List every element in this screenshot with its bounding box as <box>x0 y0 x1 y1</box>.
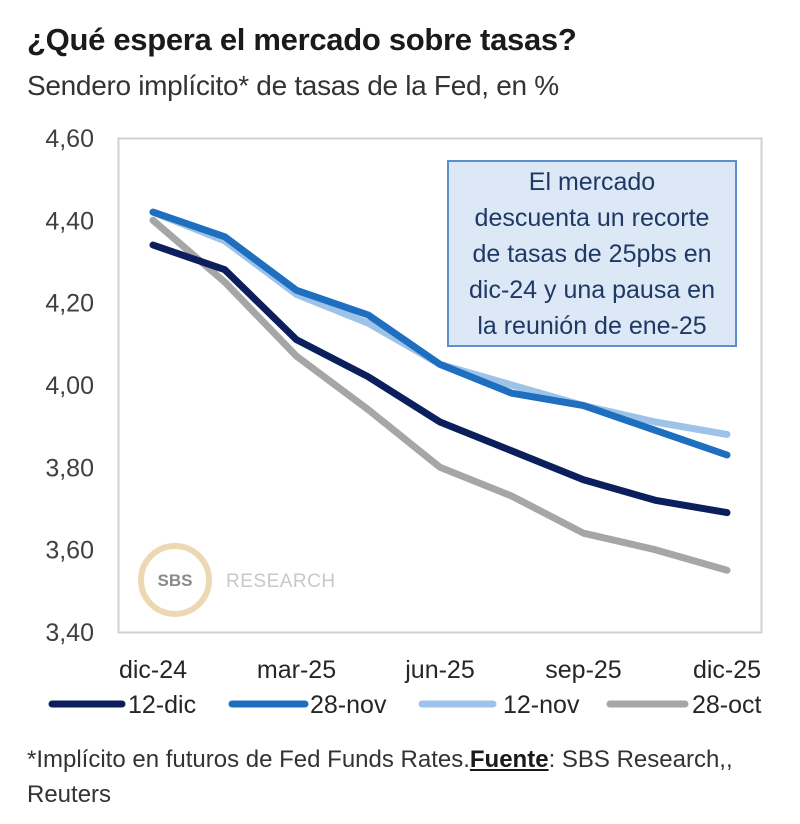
y-tick-label: 4,60 <box>45 125 94 153</box>
y-tick-label: 4,20 <box>45 290 94 318</box>
legend-label: 12-dic <box>128 691 196 719</box>
series-lines <box>149 208 731 574</box>
annotation-line: dic-24 y una pausa en <box>468 276 715 304</box>
annotation-line: El mercado <box>528 168 656 196</box>
chart-title: ¿Qué espera el mercado sobre tasas? <box>27 22 577 57</box>
watermark-ring-icon <box>138 543 212 617</box>
legend-item-12-nov: 12-nov <box>418 691 580 719</box>
x-axis: dic-24 mar-25 jun-25 sep-25 dic-25 <box>119 656 761 684</box>
watermark-text: RESEARCH <box>226 571 336 592</box>
x-tick-label: sep-25 <box>545 656 621 684</box>
legend-label: 28-oct <box>692 691 762 719</box>
legend: 12-dic 28-nov 12-nov 28-oct <box>48 691 762 719</box>
source-text: : SBS Research,, Reuters <box>27 746 733 808</box>
annotation-line: de tasas de 25pbs en <box>472 240 712 268</box>
sbs-research-watermark: SBS RESEARCH <box>138 543 336 617</box>
annotation-line: descuenta un recorte <box>474 204 710 232</box>
watermark-badge: SBS <box>158 571 193 590</box>
legend-label: 12-nov <box>503 691 580 719</box>
y-tick-label: 4,00 <box>45 372 94 400</box>
legend-item-28-oct: 28-oct <box>606 691 762 719</box>
y-axis: 3,40 3,60 3,80 4,00 4,20 4,40 4,60 <box>45 125 94 647</box>
annotation-box: El mercado descuenta un recorte de tasas… <box>447 160 737 347</box>
y-tick-label: 4,40 <box>45 207 94 235</box>
legend-label: 28-nov <box>310 691 387 719</box>
legend-item-12-dic: 12-dic <box>48 691 196 719</box>
x-tick-label: dic-25 <box>693 656 761 684</box>
plot-area-frame <box>117 137 763 634</box>
chart-subtitle: Sendero implícito* de tasas de la Fed, e… <box>27 70 559 101</box>
annotation-line: la reunión de ene-25 <box>477 312 707 340</box>
x-tick-label: dic-24 <box>119 656 187 684</box>
y-tick-label: 3,80 <box>45 454 94 482</box>
footnote-text: *Implícito en futuros de Fed Funds Rates… <box>27 746 470 773</box>
x-tick-label: jun-25 <box>404 656 475 684</box>
source-label: Fuente <box>469 746 549 773</box>
x-tick-label: mar-25 <box>257 656 336 684</box>
legend-item-28-nov: 28-nov <box>228 691 387 719</box>
footnote: *Implícito en futuros de Fed Funds Rates… <box>27 742 787 812</box>
y-tick-label: 3,60 <box>45 537 94 565</box>
y-tick-label: 3,40 <box>45 619 94 647</box>
